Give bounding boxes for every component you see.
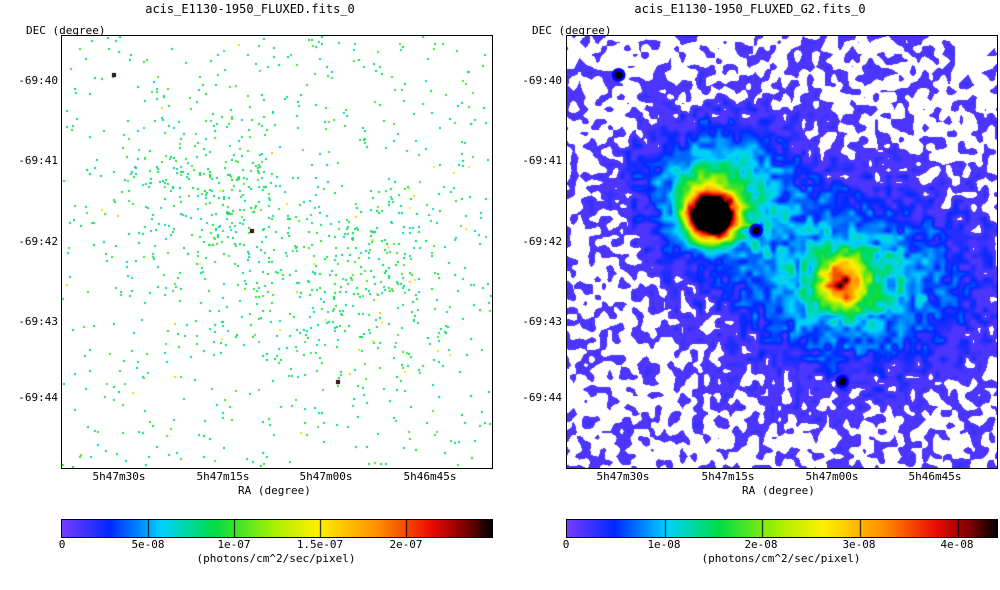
left-y-tick: -69:40 [18,74,58,87]
right-y-axis-label: DEC (degree) [532,24,612,37]
left-image-plot[interactable] [61,35,493,469]
left-chart-title: acis_E1130-1950_FLUXED.fits_0 [145,2,355,16]
right-y-tick: -69:42 [522,235,562,248]
left-panel: acis_E1130-1950_FLUXED.fits_0 DEC (degre… [18,2,493,565]
right-y-tick: -69:41 [522,154,562,167]
left-x-tick: 5h47m15s [196,470,250,483]
left-x-tick: 5h47m30s [92,470,146,483]
left-colorbar [61,519,493,538]
right-x-tick: 5h47m00s [805,470,859,483]
left-colorbar-tick: 5e-08 [131,538,165,551]
right-x-tick: 5h47m15s [701,470,755,483]
right-colorbar-unit: (photons/cm^2/sec/pixel) [701,552,861,565]
left-y-tick: -69:42 [18,235,58,248]
right-colorbar-tick: 2e-08 [744,538,778,551]
right-colorbar-tick: 3e-08 [842,538,876,551]
left-colorbar-unit: (photons/cm^2/sec/pixel) [196,552,356,565]
left-y-axis-label: DEC (degree) [26,24,106,37]
left-colorbar-tick: 2e-07 [389,538,423,551]
right-y-tick: -69:44 [522,391,562,404]
left-x-tick: 5h47m00s [299,470,353,483]
right-panel: acis_E1130-1950_FLUXED_G2.fits_0 DEC (de… [500,0,1000,590]
left-y-tick: -69:43 [18,315,58,328]
right-y-tick: -69:40 [522,74,562,87]
left-y-tick: -69:44 [18,391,58,404]
right-x-axis-label: RA (degree) [742,484,815,497]
right-image-plot[interactable] [566,35,998,469]
right-y-tick: -69:43 [522,315,562,328]
left-x-tick: 5h46m45s [403,470,457,483]
right-colorbar-tick: 0 [562,538,570,551]
left-colorbar-tick: 1.5e-07 [296,538,344,551]
right-x-tick: 5h47m30s [596,470,650,483]
right-colorbar-tick: 1e-08 [647,538,681,551]
right-colorbar [566,519,998,538]
left-y-tick: -69:41 [18,154,58,167]
left-x-axis-label: RA (degree) [238,484,311,497]
right-chart-title: acis_E1130-1950_FLUXED_G2.fits_0 [634,2,866,16]
left-colorbar-tick: 0 [58,538,66,551]
right-colorbar-tick: 4e-08 [940,538,974,551]
left-colorbar-tick: 1e-07 [217,538,251,551]
right-x-tick: 5h46m45s [908,470,962,483]
